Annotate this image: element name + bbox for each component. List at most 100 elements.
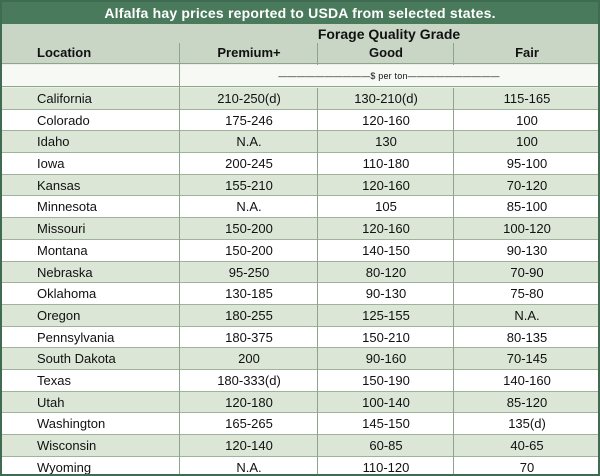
good-cell: 130	[375, 134, 397, 150]
premium-cell: 200	[238, 351, 260, 367]
table-row: Oklahoma 130-185 90-130 75-80	[2, 283, 598, 305]
location-cell: Minnesota	[37, 199, 97, 215]
good-cell: 120-160	[362, 221, 410, 237]
column-divider	[179, 43, 180, 474]
location-cell: Oregon	[37, 307, 81, 323]
good-cell: 110-120	[362, 459, 410, 475]
location-cell: South Dakota	[37, 351, 116, 367]
fair-column-header: Fair	[515, 45, 539, 60]
fair-cell: 100	[516, 134, 538, 150]
good-cell: 120-160	[362, 177, 410, 193]
good-cell: 90-160	[365, 351, 407, 367]
table-row: Wyoming N.A. 110-120 70	[2, 456, 598, 475]
premium-cell: 180-375	[225, 329, 273, 345]
table-row: Missouri 150-200 120-160 100-120	[2, 218, 598, 240]
location-cell: Montana	[37, 242, 88, 258]
premium-cell: 180-255	[225, 307, 273, 323]
good-cell: 100-140	[362, 394, 410, 410]
fair-cell: N.A.	[514, 307, 540, 323]
fair-cell: 75-80	[510, 286, 544, 302]
table-row: Texas 180-333(d) 150-190 140-160	[2, 369, 598, 392]
good-cell: 130-210(d)	[354, 91, 418, 106]
good-cell: 150-210	[362, 329, 410, 345]
location-cell: Utah	[37, 394, 65, 410]
fair-cell: 135(d)	[508, 416, 546, 432]
column-divider	[453, 43, 454, 65]
column-divider	[317, 88, 318, 474]
table-row: Oregon 180-255 125-155 N.A.	[2, 304, 598, 327]
table-row: South Dakota 200 90-160 70-145	[2, 348, 598, 370]
premium-cell: 95-250	[228, 264, 270, 280]
premium-column-header: Premium+	[217, 45, 281, 60]
premium-cell: 175-246	[225, 112, 273, 128]
location-cell: Nebraska	[37, 264, 93, 280]
premium-cell: 120-140	[225, 438, 273, 453]
location-cell: Colorado	[37, 112, 90, 128]
fair-cell: 70-120	[506, 177, 548, 193]
table-row: Nebraska 95-250 80-120 70-90	[2, 261, 598, 284]
location-cell: Wyoming	[37, 459, 92, 475]
column-divider	[453, 88, 454, 474]
location-cell: Washington	[37, 416, 106, 432]
table-row: California 210-250(d) 130-210(d) 115-165	[2, 88, 598, 110]
good-cell: 90-130	[365, 286, 407, 302]
table-row: Minnesota N.A. 105 85-100	[2, 196, 598, 219]
table-row: Pennsylvania 180-375 150-210 80-135	[2, 326, 598, 349]
location-cell: Missouri	[37, 221, 86, 237]
good-cell: 80-120	[365, 264, 407, 280]
location-cell: Wisconsin	[37, 438, 97, 453]
location-column-header: Location	[37, 45, 92, 60]
column-divider	[317, 43, 318, 65]
fair-cell: 70-90	[510, 264, 544, 280]
table-row: Idaho N.A. 130 100	[2, 131, 598, 154]
table-row: Wisconsin 120-140 60-85 40-65	[2, 435, 598, 457]
forage-quality-grade-label: Forage Quality Grade	[317, 26, 461, 42]
fair-cell: 100	[516, 112, 538, 128]
location-cell: Idaho	[37, 134, 70, 150]
good-cell: 150-190	[362, 372, 410, 388]
table-row: Utah 120-180 100-140 85-120	[2, 391, 598, 414]
units-row: ——————————$ per ton——————————	[2, 65, 598, 87]
table-row: Montana 150-200 140-150 90-130	[2, 239, 598, 262]
premium-cell: N.A.	[236, 199, 262, 215]
fair-cell: 80-135	[506, 329, 548, 345]
table-row: Kansas 155-210 120-160 70-120	[2, 174, 598, 197]
fair-cell: 140-160	[503, 372, 551, 388]
units-label: ——————————$ per ton——————————	[278, 71, 500, 81]
premium-cell: 155-210	[225, 177, 273, 193]
good-cell: 110-180	[362, 156, 410, 172]
fair-cell: 70	[519, 459, 535, 475]
premium-cell: 210-250(d)	[217, 91, 281, 106]
good-cell: 145-150	[362, 416, 410, 432]
premium-cell: 150-200	[225, 221, 273, 237]
location-cell: Pennsylvania	[37, 329, 115, 345]
good-cell: 60-85	[369, 438, 403, 453]
fair-cell: 100-120	[503, 221, 551, 237]
fair-cell: 115-165	[503, 91, 551, 106]
location-cell: Kansas	[37, 177, 81, 193]
fair-cell: 90-130	[506, 242, 548, 258]
fair-cell: 85-100	[506, 199, 548, 215]
location-cell: Oklahoma	[37, 286, 97, 302]
table-row: Washington 165-265 145-150 135(d)	[2, 413, 598, 435]
table-body: California 210-250(d) 130-210(d) 115-165 Col…	[2, 88, 598, 475]
good-cell: 105	[375, 199, 397, 215]
fair-cell: 70-145	[506, 351, 548, 367]
table-row: Iowa 200-245 110-180 95-100	[2, 153, 598, 175]
location-cell: Iowa	[37, 156, 65, 172]
table-title: Alfalfa hay prices reported to USDA from…	[2, 2, 598, 24]
premium-cell: 180-333(d)	[217, 372, 281, 388]
fair-cell: 95-100	[506, 156, 548, 172]
location-cell: Texas	[37, 372, 71, 388]
fair-cell: 40-65	[510, 438, 544, 453]
premium-cell: 165-265	[225, 416, 273, 432]
location-cell: California	[37, 91, 92, 106]
good-cell: 120-160	[362, 112, 410, 128]
premium-cell: 120-180	[225, 394, 273, 410]
table-row: Colorado 175-246 120-160 100	[2, 109, 598, 132]
good-cell: 125-155	[362, 307, 410, 323]
premium-cell: 200-245	[225, 156, 273, 172]
premium-cell: 150-200	[225, 242, 273, 258]
good-column-header: Good	[369, 45, 403, 60]
